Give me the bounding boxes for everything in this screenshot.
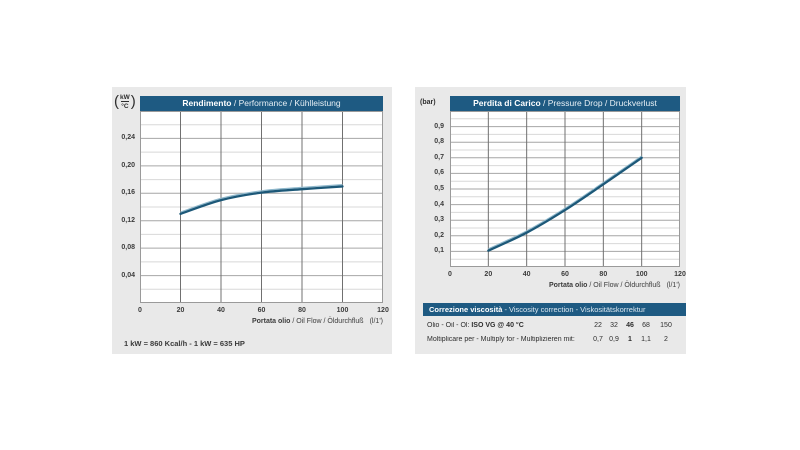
viscosity-grade-row: Olio - Oil - Öl: ISO VG @ 40 °C 22 32 46 68… [423, 318, 686, 332]
x-tick-label: 80 [298, 307, 306, 314]
x-tick-label: 40 [217, 307, 225, 314]
label-bold: ISO VG @ 40 °C [471, 321, 524, 329]
data-curve [487, 156, 643, 252]
x-tick-label: 100 [635, 271, 648, 278]
viscosity-value: 150 [660, 321, 672, 329]
y-tick-label: 0,3 [434, 216, 444, 224]
x-label-rest: / Oil Flow / Öldurchfluß [290, 318, 364, 325]
multiplier-row: Moltiplicare per - Multiply for - Multip… [423, 332, 686, 346]
pressure-drop-y-ticks: 0,9 0,8 0,7 0,6 0,5 0,4 0,3 0,2 0,1 [421, 111, 447, 267]
y-tick-label: 0,1 [434, 247, 444, 255]
y-tick-label: 0,24 [121, 134, 135, 142]
performance-y-ticks: 0,24 0,20 0,16 0,12 0,08 0,04 [112, 111, 138, 303]
conversion-footnote: 1 kW = 860 Kcal/h - 1 kW = 635 HP [124, 339, 245, 348]
label-plain: Olio - Oil - Öl: [427, 321, 472, 329]
x-label-unit: (l/1') [369, 318, 383, 325]
x-tick-label: 40 [522, 271, 531, 278]
x-tick-label: 60 [561, 271, 569, 278]
x-label-rest: / Oil Flow / Öldurchfluß [587, 282, 661, 289]
multiplier-label: Moltiplicare per - Multiply for - Multip… [427, 336, 590, 343]
x-label-bold: Portata olio [251, 318, 291, 325]
pressure-drop-plot-svg [450, 111, 680, 267]
x-label-unit: (l/1') [666, 282, 680, 289]
pressure-drop-chart-card: (bar) Perdita di Carico / Pressure Drop … [415, 87, 686, 354]
performance-plot-svg [140, 111, 383, 303]
viscosity-value: 68 [642, 321, 650, 329]
viscosity-value: 1 [628, 335, 632, 343]
viscosity-value: 46 [626, 321, 634, 329]
viscosity-value: 22 [594, 321, 602, 329]
x-tick-label: 20 [176, 307, 185, 314]
y-tick-label: 0,6 [434, 169, 444, 177]
performance-x-ticks: 0 20 40 60 80 100 120 [138, 306, 389, 316]
y-tick-label: 0,4 [434, 200, 444, 208]
y-tick-label: 0,20 [121, 161, 135, 169]
viscosity-grade-values: 22 32 46 68 150 [590, 322, 686, 329]
viscosity-value: 2 [664, 335, 668, 343]
unit-numerator: kW [120, 94, 130, 101]
pressure-drop-x-axis-label: Portata olio / Oil Flow / Öldurchfluß (l/… [450, 282, 680, 289]
pressure-drop-x-ticks: 0 20 40 60 80 100 120 [448, 270, 686, 280]
title-rest: / Performance / Kühlleistung [231, 98, 341, 108]
plot-border [450, 111, 680, 267]
paren-close: ) [130, 93, 136, 111]
pressure-drop-chart-title: Perdita di Carico / Pressure Drop / Druc… [450, 96, 680, 111]
x-tick-label: 0 [448, 271, 452, 278]
curve-highlight [488, 155, 643, 250]
unit-denominator: °C [121, 101, 129, 110]
x-tick-label: 20 [484, 271, 493, 278]
visc-header-bold: Correzione viscosità [429, 305, 503, 314]
data-curve [179, 185, 344, 216]
x-tick-label: 100 [336, 307, 349, 314]
y-axis-unit-pressure: (bar) [420, 99, 436, 106]
performance-chart-card: ( kW °C ) Rendimento / Performance / Küh… [112, 87, 392, 354]
viscosity-value: 0,7 [593, 335, 603, 343]
x-tick-label: 80 [599, 271, 608, 278]
visc-header-rest: - Viscosity correction - Viskositätskorr… [502, 305, 646, 314]
multiplier-values: 0,7 0,9 1 1,1 2 [590, 336, 686, 343]
title-bold: Rendimento [182, 98, 232, 108]
performance-chart-title: Rendimento / Performance / Kühlleistung [140, 96, 383, 111]
x-tick-label: 120 [377, 307, 389, 314]
x-tick-label: 120 [674, 271, 686, 278]
y-tick-label: 0,7 [434, 153, 444, 161]
y-axis-unit-performance: ( kW °C ) [114, 94, 136, 110]
y-tick-label: 0,9 [434, 122, 444, 130]
viscosity-value: 1,1 [641, 335, 651, 343]
curve-highlight [180, 184, 343, 213]
pressure-drop-plot-area [450, 111, 680, 267]
paren-open: ( [114, 93, 119, 111]
performance-x-axis-label: Portata olio / Oil Flow / Öldurchfluß (l/… [140, 318, 383, 325]
viscosity-correction-header: Correzione viscosità - Viscosity correct… [423, 303, 686, 316]
y-tick-label: 0,16 [121, 189, 135, 197]
y-tick-label: 0,5 [434, 185, 444, 192]
title-rest: / Pressure Drop / Druckverlust [540, 98, 657, 108]
x-label-bold: Portata olio [548, 282, 588, 289]
y-tick-label: 0,12 [121, 216, 135, 224]
viscosity-value: 32 [610, 321, 618, 329]
performance-plot-area [140, 111, 383, 303]
x-tick-label: 0 [138, 307, 142, 314]
viscosity-grade-label: Olio - Oil - Öl: ISO VG @ 40 °C [427, 322, 590, 329]
y-tick-label: 0,2 [434, 231, 444, 239]
y-tick-label: 0,04 [121, 271, 135, 279]
y-tick-label: 0,08 [121, 244, 135, 252]
viscosity-value: 0,9 [609, 335, 619, 343]
title-bold: Perdita di Carico [473, 98, 541, 108]
x-tick-label: 60 [257, 307, 266, 314]
plot-border [140, 111, 383, 303]
label-plain: Moltiplicare per - Multiply for - Multip… [427, 335, 575, 343]
y-tick-label: 0,8 [434, 138, 444, 146]
